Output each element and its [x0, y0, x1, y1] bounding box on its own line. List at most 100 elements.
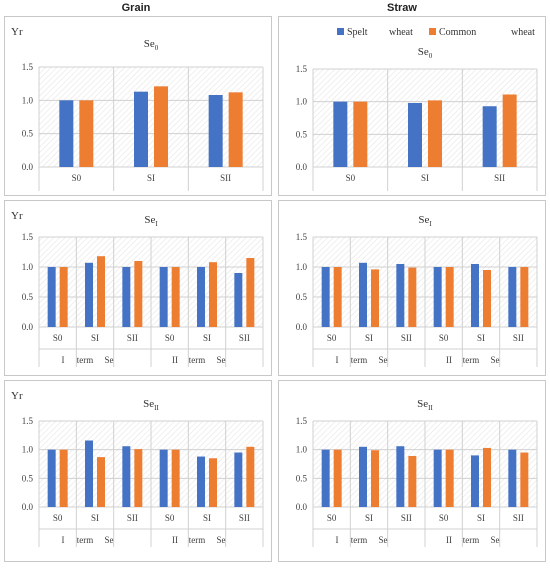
bar-spelt — [197, 267, 205, 327]
chart-title-sub: 0 — [429, 52, 433, 60]
x-tick-label: SI — [91, 513, 99, 523]
bar-spelt — [159, 267, 168, 327]
bar-common — [445, 267, 454, 327]
y-tick-label: 0.0 — [296, 502, 308, 512]
bar-common — [97, 457, 105, 507]
column-title-straw: Straw — [387, 2, 417, 14]
chart-title-sub: 0 — [155, 44, 159, 52]
bar-spelt — [508, 267, 517, 327]
x-tick-label: S0 — [53, 333, 63, 343]
group-se-label: Se — [217, 355, 226, 365]
y-axis-label: Yr — [11, 210, 23, 222]
bar-spelt — [471, 264, 479, 327]
x-tick-label: SI — [421, 173, 429, 183]
bar-spelt — [482, 106, 497, 167]
x-tick-label: S0 — [439, 333, 449, 343]
x-tick-label: SI — [203, 513, 211, 523]
bar-spelt — [47, 267, 56, 327]
y-tick-label: 1.0 — [22, 445, 34, 455]
chart-title: SeII — [143, 398, 159, 412]
bar-common — [59, 267, 68, 327]
group-roman-label: II — [172, 535, 178, 545]
chart-title: Se0 — [144, 38, 159, 52]
bar-common — [171, 449, 180, 507]
legend-swatch — [429, 28, 436, 35]
chart-title: Se0 — [418, 46, 433, 60]
group-term-label: term — [189, 535, 206, 545]
bar-common — [520, 452, 529, 507]
x-tick-label: SII — [220, 173, 231, 183]
y-tick-label: 0.5 — [296, 292, 308, 302]
y-tick-label: 1.5 — [296, 64, 308, 74]
y-tick-label: 1.5 — [22, 62, 34, 72]
x-tick-label: SI — [203, 333, 211, 343]
y-tick-label: 1.5 — [22, 232, 34, 242]
chart-title-sub: II — [154, 404, 159, 412]
y-tick-label: 0.5 — [22, 292, 34, 302]
bar-spelt — [122, 267, 131, 327]
y-tick-label: 0.5 — [22, 129, 34, 139]
y-axis-label: Yr — [11, 26, 23, 38]
group-roman-label: I — [62, 355, 65, 365]
x-tick-label: SI — [365, 513, 373, 523]
x-tick-label: SII — [513, 513, 524, 523]
y-axis-label: Yr — [11, 390, 23, 402]
y-tick-label: 0.5 — [296, 129, 308, 139]
chart-title-main: Se — [417, 398, 428, 410]
bar-common — [333, 449, 342, 507]
x-tick-label: SII — [513, 333, 524, 343]
chart-title-main: Se — [418, 214, 429, 226]
chart-title-sub: I — [155, 220, 158, 228]
y-tick-label: 1.0 — [22, 95, 34, 105]
x-tick-label: SII — [127, 333, 138, 343]
chart-title-main: Se — [143, 398, 154, 410]
x-tick-label: SI — [91, 333, 99, 343]
x-tick-label: SI — [147, 173, 155, 183]
bar-common — [353, 101, 368, 167]
bar-spelt — [471, 455, 479, 507]
legend-label: Spelt — [347, 27, 368, 38]
plot-area — [313, 69, 537, 167]
bar-common — [483, 447, 491, 507]
bar-spelt — [396, 264, 405, 327]
bar-common — [371, 269, 379, 327]
group-se-label: Se — [217, 535, 226, 545]
x-tick-label: SII — [401, 513, 412, 523]
bar-spelt — [359, 262, 367, 327]
bar-spelt — [159, 449, 168, 507]
group-roman-label: I — [336, 535, 339, 545]
bar-common — [228, 92, 243, 167]
x-tick-label: SII — [401, 333, 412, 343]
y-tick-label: 1.5 — [296, 416, 308, 426]
bar-spelt — [134, 91, 148, 167]
chart-title: SeI — [144, 214, 158, 228]
plot-area — [39, 67, 263, 167]
panel-straw-se0: 0.0 0.5 1.0 1.5 S0 SI SII Se0 Spelt wheat Common wh… — [278, 16, 546, 196]
group-se-label: Se — [491, 355, 500, 365]
bar-common — [408, 267, 417, 327]
group-term-label: term — [189, 355, 206, 365]
group-se-label: Se — [379, 355, 388, 365]
chart-title-main: Se — [418, 46, 429, 58]
x-tick-label: SII — [239, 513, 250, 523]
group-se-label: Se — [105, 535, 114, 545]
bar-common — [246, 258, 255, 327]
x-tick-label: S0 — [346, 173, 356, 183]
group-term-label: term — [77, 355, 94, 365]
bar-common — [371, 450, 379, 507]
x-tick-label: S0 — [327, 333, 337, 343]
legend-suffix: wheat — [389, 27, 413, 38]
group-roman-label: II — [446, 355, 452, 365]
chart-title-sub: I — [429, 220, 432, 228]
y-tick-label: 0.0 — [22, 322, 34, 332]
bar-common — [520, 267, 529, 327]
bar-spelt — [359, 446, 367, 507]
group-term-label: term — [77, 535, 94, 545]
